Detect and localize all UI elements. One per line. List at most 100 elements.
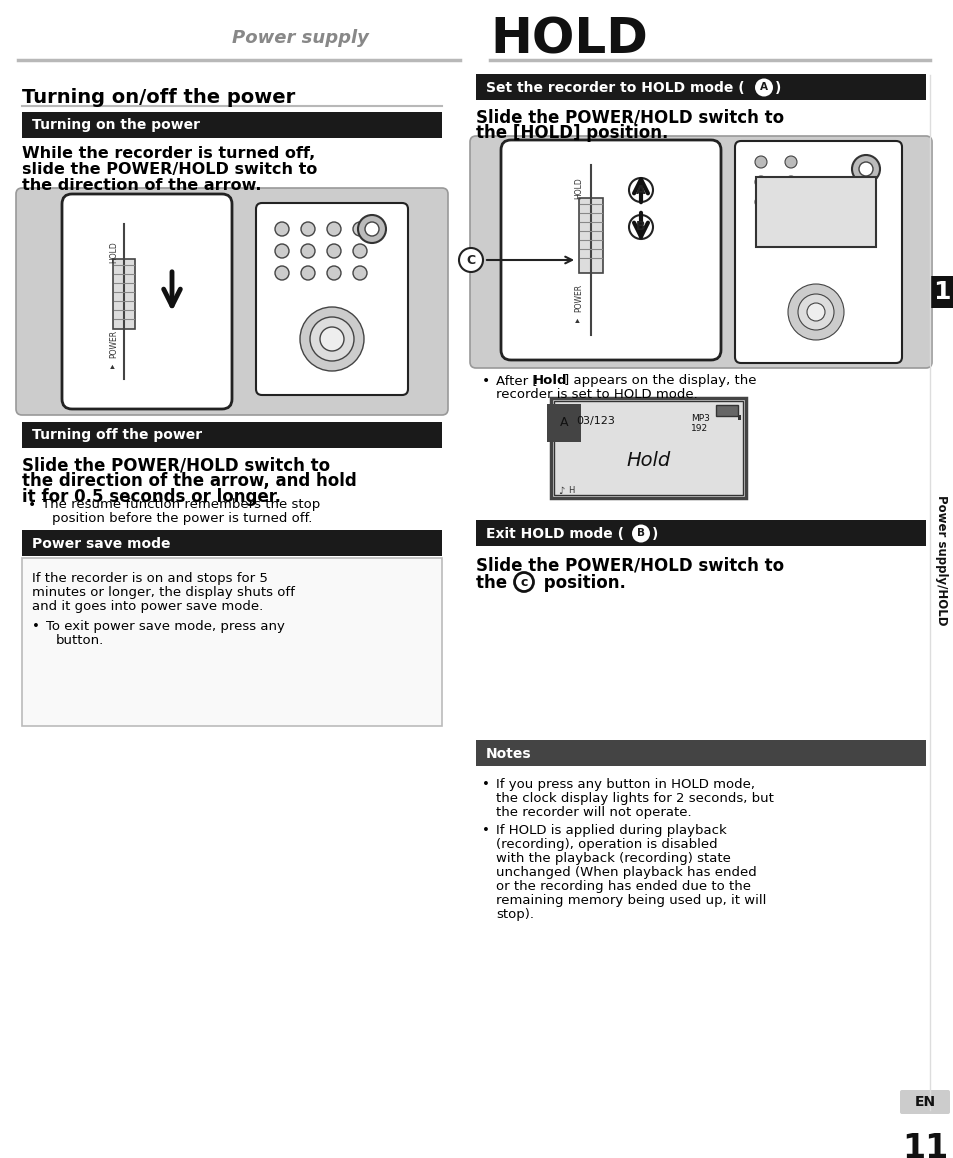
FancyBboxPatch shape [734,141,901,362]
Text: 192: 192 [690,424,707,433]
Text: the clock display lights for 2 seconds, but: the clock display lights for 2 seconds, … [496,792,773,805]
Circle shape [301,222,314,236]
Circle shape [806,303,824,321]
Circle shape [754,156,766,168]
Text: EN: EN [914,1095,935,1109]
Text: button.: button. [56,633,104,647]
Text: ▶: ▶ [112,364,116,368]
Text: A: A [636,183,645,197]
Circle shape [851,155,879,183]
Text: A: A [760,82,767,93]
Text: ] appears on the display, the: ] appears on the display, the [563,374,756,387]
Text: with the playback (recording) state: with the playback (recording) state [496,852,730,865]
Text: Turning on the power: Turning on the power [32,118,200,132]
Text: B: B [636,220,645,234]
Text: ▶: ▶ [576,318,581,322]
Circle shape [797,294,833,330]
Text: If HOLD is applied during playback: If HOLD is applied during playback [496,824,726,837]
FancyBboxPatch shape [500,140,720,360]
Text: position before the power is turned off.: position before the power is turned off. [52,512,312,525]
Text: •: • [481,824,489,837]
Text: unchanged (When playback has ended: unchanged (When playback has ended [496,866,756,879]
Bar [112,259,135,329]
Circle shape [310,317,354,361]
Text: ♪: ♪ [558,486,563,496]
Text: Power supply/HOLD: Power supply/HOLD [935,494,947,625]
Circle shape [353,222,367,236]
Circle shape [274,222,289,236]
Text: 1: 1 [932,280,950,305]
Circle shape [319,327,344,351]
Text: HOLD: HOLD [574,177,583,199]
Text: •: • [481,778,489,791]
Text: position.: position. [537,574,625,592]
Circle shape [353,266,367,280]
Circle shape [274,244,289,258]
Bar [578,198,602,273]
Text: it for 0.5 seconds or longer.: it for 0.5 seconds or longer. [22,488,281,506]
Bar [22,530,441,556]
Circle shape [299,307,364,371]
Text: slide the POWER/HOLD switch to: slide the POWER/HOLD switch to [22,162,317,177]
Bar [22,558,441,726]
Text: or the recording has ended due to the: or the recording has ended due to the [496,880,750,893]
Circle shape [301,266,314,280]
Text: ): ) [651,527,658,541]
Circle shape [784,156,796,168]
Text: 03/123: 03/123 [576,416,615,426]
Text: stop).: stop). [496,908,534,921]
Circle shape [357,215,386,243]
Text: C: C [466,254,475,266]
Bar [716,405,738,416]
Text: the direction of the arrow, and hold: the direction of the arrow, and hold [22,472,356,490]
Text: the recorder will not operate.: the recorder will not operate. [496,806,691,819]
Circle shape [628,178,652,201]
Text: •: • [481,374,490,388]
Circle shape [458,248,482,272]
Bar [22,422,441,448]
Text: (recording), operation is disabled: (recording), operation is disabled [496,838,717,851]
Text: To exit power save mode, press any: To exit power save mode, press any [46,620,285,633]
Text: Notes: Notes [485,747,531,761]
Text: and it goes into power save mode.: and it goes into power save mode. [32,600,263,613]
Circle shape [301,244,314,258]
Text: A: A [559,416,568,428]
Text: Slide the POWER/HOLD switch to: Slide the POWER/HOLD switch to [476,108,783,126]
Text: Hold: Hold [533,374,567,387]
Text: H: H [567,486,574,494]
Circle shape [327,222,340,236]
Text: HOLD: HOLD [110,241,118,263]
Bar [551,398,745,498]
Text: •: • [28,498,36,512]
Circle shape [274,266,289,280]
Bar [554,401,742,494]
Text: •: • [32,620,40,633]
Text: remaining memory being used up, it will: remaining memory being used up, it will [496,894,765,907]
Text: POWER: POWER [110,330,118,358]
Text: The resume function remembers the stop: The resume function remembers the stop [42,498,320,511]
FancyBboxPatch shape [899,1090,949,1114]
Text: Slide the POWER/HOLD switch to: Slide the POWER/HOLD switch to [476,556,783,574]
Bar [476,74,925,100]
Circle shape [784,196,796,208]
Bar [476,740,925,765]
Text: Power save mode: Power save mode [32,536,171,550]
Text: the direction of the arrow.: the direction of the arrow. [22,178,261,193]
Circle shape [784,176,796,188]
Bar [755,177,875,247]
Circle shape [787,284,843,340]
Text: 11: 11 [901,1131,947,1158]
Text: recorder is set to HOLD mode.: recorder is set to HOLD mode. [496,388,697,401]
Text: Slide the POWER/HOLD switch to: Slide the POWER/HOLD switch to [22,456,330,474]
Circle shape [754,176,766,188]
Text: While the recorder is turned off,: While the recorder is turned off, [22,146,314,161]
FancyBboxPatch shape [470,135,931,368]
Text: Exit HOLD mode (: Exit HOLD mode ( [485,527,623,541]
Text: After [: After [ [496,374,537,387]
Text: MP3: MP3 [690,415,709,423]
Circle shape [327,244,340,258]
Circle shape [754,79,772,96]
Text: B: B [637,528,644,538]
Text: Set the recorder to HOLD mode (: Set the recorder to HOLD mode ( [485,81,744,95]
Circle shape [353,244,367,258]
